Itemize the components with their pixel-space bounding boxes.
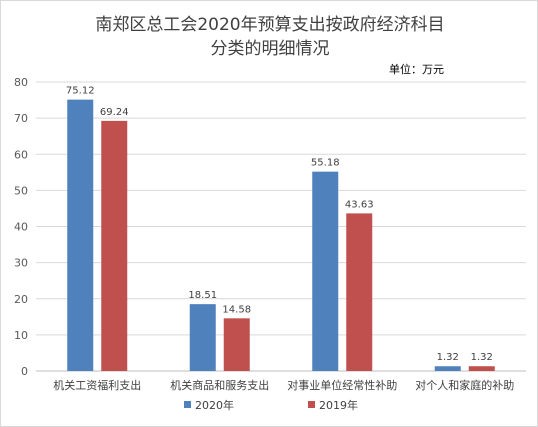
bar-series-1 (67, 99, 94, 371)
unit-label: 单位：万元 (389, 63, 444, 76)
y-tick-label: 70 (14, 112, 28, 125)
y-tick-label: 30 (14, 257, 28, 270)
y-tick-label: 0 (21, 365, 28, 378)
category-label: 对事业单位经常性补助 (287, 378, 397, 392)
bar-series-2 (346, 213, 373, 371)
data-label: 55.18 (311, 158, 340, 169)
y-tick-label: 20 (14, 293, 28, 306)
legend-swatch (308, 401, 315, 408)
data-label: 1.32 (437, 352, 459, 363)
y-tick-label: 60 (14, 148, 28, 161)
category-label: 机关商品和服务支出 (170, 378, 269, 392)
chart-title-line-2: 分类的明细情况 (210, 39, 330, 59)
legend-label: 2020年 (195, 398, 234, 412)
category-label: 机关工资福利支出 (53, 378, 141, 392)
legend-label: 2019年 (319, 398, 358, 412)
y-tick-label: 80 (14, 76, 28, 89)
y-tick-label: 40 (14, 221, 28, 234)
bar-series-2 (468, 366, 495, 371)
bar-series-1 (434, 366, 461, 371)
data-label: 18.51 (188, 290, 217, 301)
data-label: 1.32 (471, 352, 493, 363)
bar-series-2 (223, 318, 250, 371)
y-tick-label: 50 (14, 184, 28, 197)
data-label: 14.58 (222, 304, 251, 315)
data-label: 69.24 (100, 107, 129, 118)
data-label: 75.12 (66, 86, 95, 97)
bar-series-1 (312, 171, 339, 371)
legend-swatch (184, 401, 191, 408)
data-label: 43.63 (345, 199, 374, 210)
bar-series-2 (101, 120, 128, 371)
category-label: 对个人和家庭的补助 (415, 378, 514, 392)
y-tick-label: 10 (14, 329, 28, 342)
chart-title-line-1: 南郑区总工会2020年预算支出按政府经济科目 (95, 15, 445, 35)
bar-series-1 (189, 304, 216, 371)
